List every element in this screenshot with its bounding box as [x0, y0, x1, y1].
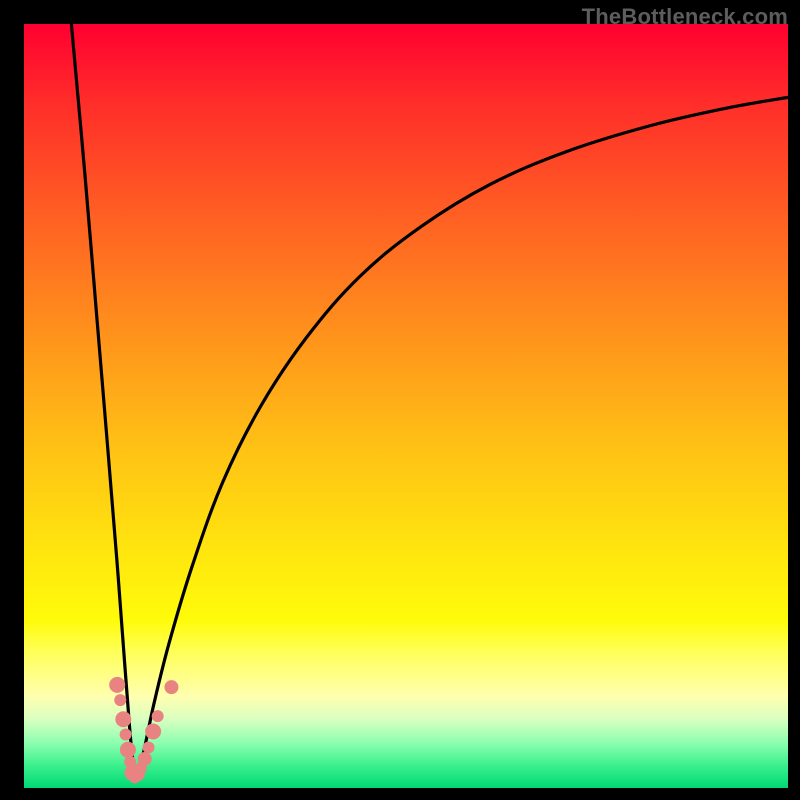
- data-marker: [152, 710, 164, 722]
- data-marker: [138, 752, 152, 766]
- data-marker: [143, 742, 155, 754]
- bottleneck-chart: [0, 0, 800, 800]
- plot-background: [24, 24, 788, 788]
- data-marker: [109, 677, 125, 693]
- watermark-label: TheBottleneck.com: [582, 4, 788, 30]
- data-marker: [115, 711, 131, 727]
- data-marker: [164, 680, 178, 694]
- data-marker: [120, 729, 132, 741]
- data-marker: [120, 742, 136, 758]
- data-marker: [114, 694, 126, 706]
- data-marker: [145, 723, 161, 739]
